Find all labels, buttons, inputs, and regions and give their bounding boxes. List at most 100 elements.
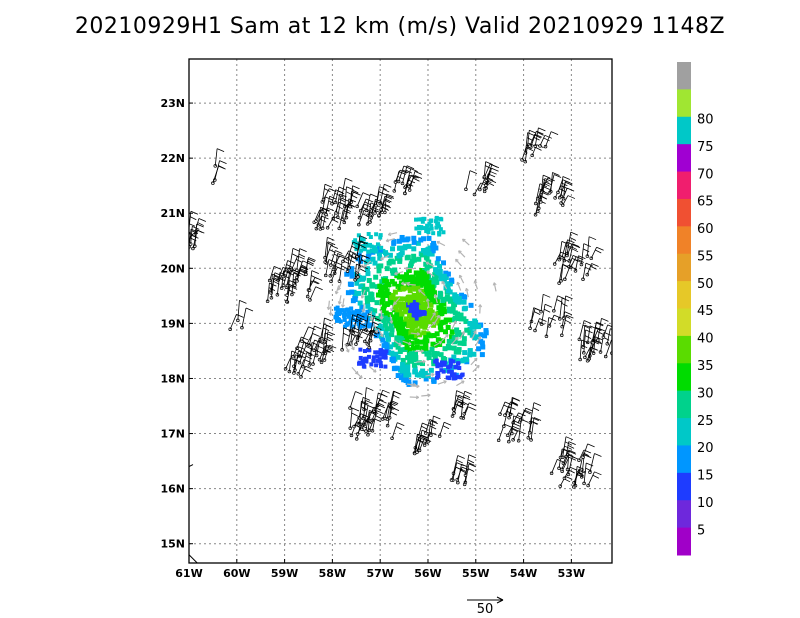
field-cell bbox=[447, 317, 453, 323]
wind-vector bbox=[451, 336, 459, 345]
field-cell bbox=[374, 300, 380, 306]
field-cell bbox=[476, 324, 482, 330]
barb-flag bbox=[422, 441, 430, 445]
field-cell bbox=[390, 246, 396, 252]
field-cell bbox=[369, 248, 374, 253]
field-cell bbox=[371, 355, 376, 360]
field-cell bbox=[400, 324, 406, 330]
barb-flag bbox=[572, 255, 581, 259]
barb-staff bbox=[229, 314, 237, 330]
barb-flag bbox=[456, 390, 464, 394]
field-cell bbox=[461, 357, 467, 363]
field-cell bbox=[366, 277, 372, 283]
wind-vector bbox=[428, 321, 436, 329]
barb-flag bbox=[268, 287, 276, 292]
field-cell bbox=[349, 266, 355, 272]
barb-flag bbox=[355, 334, 363, 339]
barb-flag bbox=[338, 186, 347, 191]
field-cell bbox=[390, 259, 396, 265]
barb-staff bbox=[373, 399, 380, 412]
wind-vector bbox=[363, 260, 372, 268]
barb-flag bbox=[307, 262, 314, 267]
field-cell bbox=[421, 305, 427, 311]
barb-staff bbox=[313, 338, 320, 351]
barb-staff bbox=[507, 425, 513, 436]
barb-flag bbox=[361, 331, 368, 336]
field-cell bbox=[415, 299, 421, 305]
barb-flag bbox=[379, 399, 387, 404]
barb-flag bbox=[334, 261, 342, 266]
wind-vector-head bbox=[477, 336, 482, 340]
barb-staff bbox=[357, 419, 365, 435]
barb-staff bbox=[541, 177, 549, 191]
barb-flag bbox=[387, 405, 396, 409]
barb-flag bbox=[362, 207, 370, 211]
field-cell bbox=[401, 296, 407, 302]
barb-flag bbox=[568, 449, 576, 454]
colorbar-swatch bbox=[677, 171, 691, 200]
barb-flag bbox=[455, 403, 462, 408]
wind-vector bbox=[471, 330, 477, 340]
field-cell bbox=[437, 294, 443, 300]
barb-staff bbox=[558, 241, 563, 260]
field-cell bbox=[436, 371, 441, 376]
field-cell bbox=[454, 364, 459, 369]
barb-staff bbox=[321, 345, 327, 363]
field-cell bbox=[358, 347, 363, 352]
wind-vector-head bbox=[473, 280, 478, 284]
barb-staff bbox=[530, 417, 535, 440]
field-cell bbox=[395, 354, 401, 360]
barb-staff bbox=[360, 198, 367, 211]
field-cell bbox=[383, 329, 389, 335]
barb-flag bbox=[373, 406, 382, 411]
field-cell bbox=[443, 270, 449, 276]
barb-staff bbox=[561, 315, 567, 336]
field-cell bbox=[447, 345, 453, 351]
barb-flag bbox=[365, 198, 374, 203]
colorbar-swatch bbox=[677, 472, 691, 501]
field-cell bbox=[372, 308, 378, 314]
barb-staff bbox=[549, 174, 555, 193]
wind-vector bbox=[406, 283, 416, 286]
barb-staff bbox=[338, 210, 344, 229]
lat-label: 15N bbox=[160, 538, 185, 551]
barb-flag bbox=[272, 273, 280, 278]
field-cell bbox=[429, 224, 434, 229]
barb-flag bbox=[286, 264, 293, 268]
barb-flag bbox=[594, 471, 602, 476]
barb-flag bbox=[560, 251, 569, 256]
barb-staff bbox=[322, 332, 326, 354]
wind-vector-head bbox=[461, 331, 465, 335]
barb-staff bbox=[351, 421, 358, 436]
barb-staff bbox=[309, 286, 317, 301]
wind-vector bbox=[393, 297, 401, 305]
field-cell bbox=[382, 322, 388, 328]
field-cell bbox=[445, 288, 451, 294]
field-cell bbox=[380, 337, 386, 343]
barb-flag bbox=[527, 132, 535, 136]
barb-staff bbox=[374, 191, 380, 214]
barb-flag bbox=[344, 208, 352, 213]
field-cell bbox=[398, 301, 404, 307]
barb-staff bbox=[364, 330, 371, 342]
wind-vector-head bbox=[456, 281, 461, 286]
barb-flag bbox=[407, 182, 414, 187]
field-cell bbox=[427, 245, 433, 251]
barb-flag bbox=[359, 235, 368, 240]
barb-staff bbox=[366, 193, 371, 211]
barb-staff bbox=[597, 318, 602, 340]
barb-flag bbox=[324, 183, 333, 188]
field-cell bbox=[383, 364, 388, 369]
barb-flag bbox=[594, 340, 602, 345]
field-cell bbox=[342, 324, 347, 329]
field-cell bbox=[338, 319, 343, 324]
field-cell bbox=[378, 263, 384, 269]
barb-staff bbox=[349, 407, 353, 429]
field-cell bbox=[369, 322, 374, 327]
barb-staff bbox=[296, 260, 304, 278]
field-cell bbox=[402, 309, 408, 315]
field-cell bbox=[393, 342, 399, 348]
field-cell bbox=[457, 366, 462, 371]
barb-flag bbox=[511, 427, 519, 432]
colorbar-swatch bbox=[677, 89, 691, 118]
